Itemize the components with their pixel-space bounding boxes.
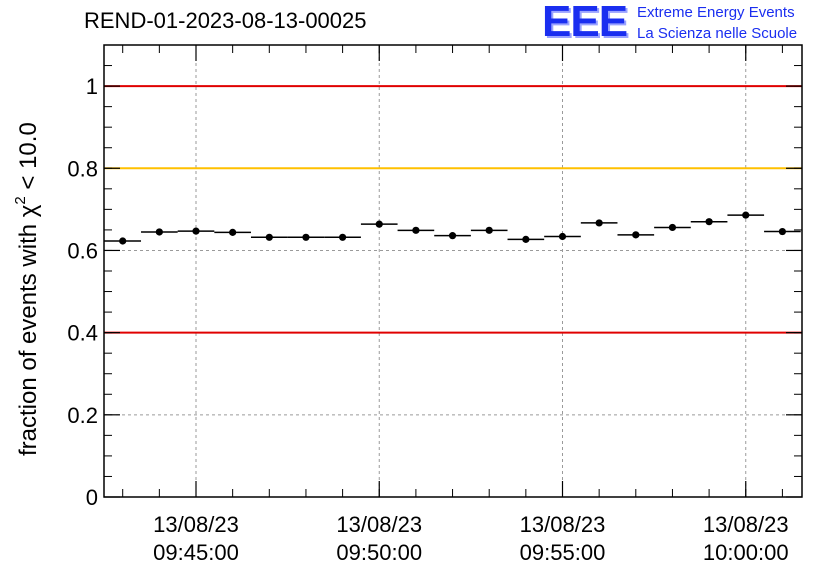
logo-mark: EEE xyxy=(542,0,628,46)
y-tick-label: 0.8 xyxy=(67,156,98,181)
y-tick-label: 0 xyxy=(86,485,98,510)
data-point-marker xyxy=(339,233,347,241)
x-tick-time-label: 09:50:00 xyxy=(336,540,422,565)
y-axis-label-sup: 2 xyxy=(12,196,29,204)
y-tick-label: 0.6 xyxy=(67,238,98,263)
y-tick-label: 0.4 xyxy=(67,321,98,346)
y-tick-label: 1 xyxy=(86,74,98,99)
data-point-marker xyxy=(705,218,713,226)
data-point-marker xyxy=(229,228,237,236)
chart-title: REND-01-2023-08-13-00025 xyxy=(84,8,367,33)
data-point-marker xyxy=(375,220,383,228)
data-point-marker xyxy=(558,232,567,241)
data-point-marker xyxy=(595,219,603,227)
x-tick-date-label: 13/08/23 xyxy=(153,512,239,537)
data-points xyxy=(104,211,801,245)
y-axis-label-prefix: fraction of events with xyxy=(15,217,42,456)
grid-lines xyxy=(104,45,802,498)
eee-logo: EEE Extreme Energy Events La Scienza nel… xyxy=(542,0,832,46)
data-point-marker xyxy=(668,223,677,232)
data-point-marker xyxy=(485,226,493,234)
data-point-marker xyxy=(742,211,750,219)
x-tick-time-label: 09:45:00 xyxy=(153,540,239,565)
plot-frame xyxy=(103,44,803,498)
x-tick-date-label: 13/08/23 xyxy=(336,512,422,537)
y-tick-label: 0.2 xyxy=(67,403,98,428)
data-point-marker xyxy=(119,237,127,245)
data-point-marker xyxy=(632,231,640,239)
x-tick-time-label: 09:55:00 xyxy=(520,540,606,565)
axes: 0 0.2 0.4 0.6 0.8 1 13/08/23 09:45:00 13/08/23 09… xyxy=(67,44,802,565)
logo-line-1: Extreme Energy Events xyxy=(637,4,795,21)
data-point-marker xyxy=(412,226,420,234)
data-point-marker xyxy=(448,232,457,240)
data-point-marker xyxy=(522,235,530,243)
data-point-marker xyxy=(155,228,163,236)
x-tick-date-label: 13/08/23 xyxy=(520,512,606,537)
y-axis-label-symbol: χ xyxy=(15,204,42,217)
data-point-marker xyxy=(778,227,787,236)
reference-lines xyxy=(104,85,802,334)
data-point-marker xyxy=(265,233,273,241)
logo-line-2: La Scienza nelle Scuole xyxy=(637,25,798,42)
data-point-marker xyxy=(192,227,200,235)
x-tick-date-label: 13/08/23 xyxy=(703,512,789,537)
y-axis-label-suffix: < 10.0 xyxy=(15,122,42,196)
y-axis-label: fraction of events with χ2 < 10.0 xyxy=(12,122,42,456)
x-tick-time-label: 10:00:00 xyxy=(703,540,789,565)
data-point-marker xyxy=(302,233,310,241)
